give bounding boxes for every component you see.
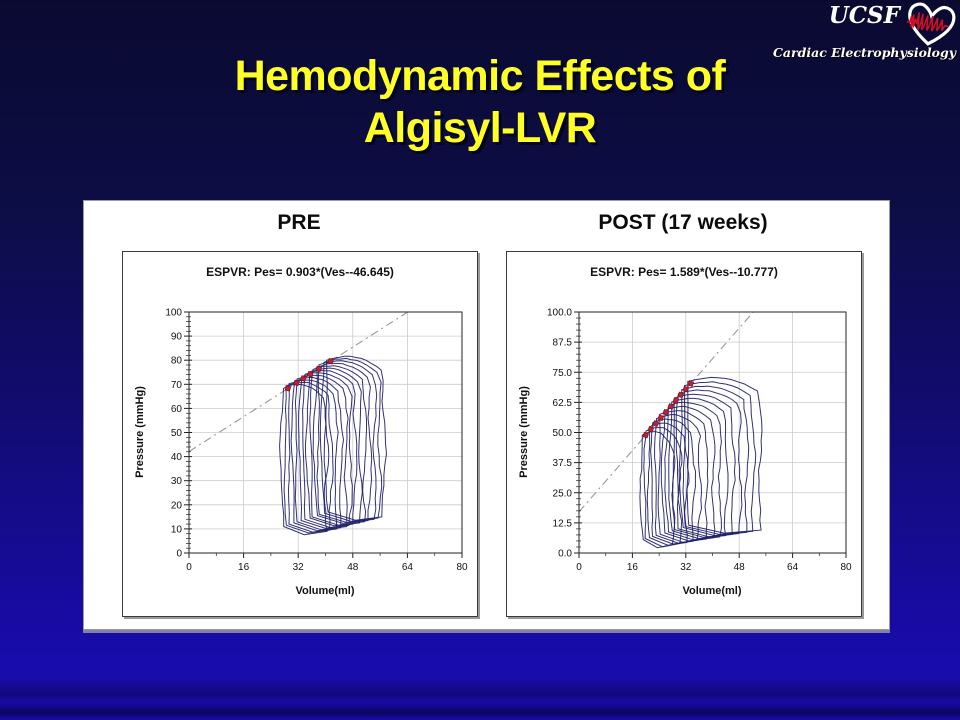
svg-text:32: 32 [680, 562, 692, 573]
svg-text:25.0: 25.0 [553, 488, 573, 499]
pv-chart-post: ESPVR: Pes= 1.589*(Ves--10.777) Pressure… [506, 251, 862, 617]
svg-text:60: 60 [171, 404, 183, 415]
svg-text:10: 10 [171, 524, 183, 535]
svg-text:48: 48 [347, 562, 359, 573]
svg-text:12.5: 12.5 [553, 518, 573, 529]
slide-title: Hemodynamic Effects of Algisyl-LVR [0, 50, 960, 155]
svg-text:40: 40 [171, 452, 183, 463]
slide-title-line2: Algisyl-LVR [363, 104, 597, 153]
y-axis-label: Pressure (mmHg) [134, 386, 146, 478]
plot-dynamic: 0 10 20 30 40 50 60 70 80 90 100 0 16 32 48 64 80 [165, 308, 468, 574]
pv-chart-post-svg: ESPVR: Pes= 1.589*(Ves--10.777) Pressure… [518, 265, 852, 597]
es-points [284, 357, 334, 392]
logo-caption: Cardiac Electrophysiology [772, 45, 956, 60]
svg-text:0: 0 [186, 562, 192, 573]
gridlines [578, 311, 847, 554]
x-axis-label: Volume(ml) [682, 585, 741, 597]
axes: 0 10 20 30 40 50 60 70 80 90 100 0 16 32 48 64 80 [165, 308, 468, 574]
svg-text:0.0: 0.0 [558, 549, 572, 560]
svg-text:50: 50 [171, 428, 183, 439]
svg-text:0: 0 [176, 549, 182, 560]
plot-dynamic: 0.0 12.5 25.0 37.5 50.0 62.5 75.0 87.5 100.0 0 16 3… [547, 308, 852, 574]
svg-text:32: 32 [293, 562, 305, 573]
svg-text:100.0: 100.0 [547, 308, 572, 319]
figure-panel: PRE POST (17 weeks) ESPVR: Pes= 0.903*(V… [83, 200, 890, 630]
svg-text:64: 64 [787, 562, 799, 573]
chart-header-pre: PRE [277, 211, 321, 234]
svg-text:48: 48 [734, 562, 746, 573]
pv-chart-pre-svg: ESPVR: Pes= 0.903*(Ves--46.645) Pressure… [134, 265, 468, 597]
pv-loops [639, 376, 763, 549]
axes: 0.0 12.5 25.0 37.5 50.0 62.5 75.0 87.5 100.0 0 16 3… [547, 308, 852, 574]
svg-text:80: 80 [171, 356, 183, 367]
svg-text:50.0: 50.0 [553, 428, 573, 439]
plot-title: ESPVR: Pes= 0.903*(Ves--46.645) [206, 265, 394, 279]
svg-text:100: 100 [165, 308, 182, 319]
svg-text:62.5: 62.5 [553, 398, 573, 409]
svg-text:16: 16 [238, 562, 250, 573]
svg-text:30: 30 [171, 476, 183, 487]
svg-text:80: 80 [456, 562, 468, 573]
es-points [642, 380, 695, 439]
ucsf-logo-text: UCSF [828, 2, 900, 29]
x-axis-label: Volume(ml) [295, 585, 354, 597]
slide-title-line1: Hemodynamic Effects of [234, 52, 726, 100]
pv-loops [279, 355, 388, 536]
svg-text:64: 64 [402, 562, 414, 573]
pv-chart-pre: ESPVR: Pes= 0.903*(Ves--46.645) Pressure… [122, 251, 478, 617]
y-axis-label: Pressure (mmHg) [518, 386, 530, 478]
plot-title: ESPVR: Pes= 1.589*(Ves--10.777) [590, 265, 778, 279]
svg-text:16: 16 [627, 562, 639, 573]
svg-text:0: 0 [576, 562, 582, 573]
heart-ecg-icon [906, 2, 956, 46]
chart-header-post: POST (17 weeks) [598, 211, 768, 234]
svg-text:90: 90 [171, 332, 183, 343]
svg-text:87.5: 87.5 [553, 338, 573, 349]
svg-text:37.5: 37.5 [553, 458, 573, 469]
svg-text:20: 20 [171, 500, 183, 511]
svg-text:75.0: 75.0 [553, 368, 573, 379]
svg-text:70: 70 [171, 380, 183, 391]
svg-text:80: 80 [840, 562, 852, 573]
